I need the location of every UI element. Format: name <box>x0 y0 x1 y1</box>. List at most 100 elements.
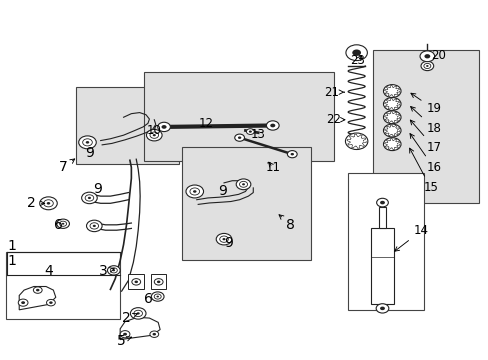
Text: 19: 19 <box>410 93 440 116</box>
Polygon shape <box>120 318 160 339</box>
Circle shape <box>107 266 120 275</box>
Circle shape <box>287 150 297 158</box>
Circle shape <box>123 333 127 336</box>
Circle shape <box>146 130 162 141</box>
Bar <box>5 252 120 319</box>
Circle shape <box>270 123 275 127</box>
Circle shape <box>425 65 428 67</box>
Text: 9: 9 <box>224 236 233 250</box>
Circle shape <box>85 195 94 201</box>
Circle shape <box>345 133 367 149</box>
Circle shape <box>376 198 387 207</box>
Text: 4: 4 <box>44 265 53 278</box>
Text: 21: 21 <box>323 86 344 99</box>
Circle shape <box>150 331 158 337</box>
Circle shape <box>152 134 156 136</box>
Circle shape <box>290 153 293 156</box>
Circle shape <box>88 197 91 199</box>
Text: 9: 9 <box>85 146 94 160</box>
Text: 5: 5 <box>117 334 131 348</box>
Circle shape <box>424 54 429 58</box>
Circle shape <box>156 296 159 297</box>
Circle shape <box>40 197 57 210</box>
Circle shape <box>423 63 430 68</box>
Text: 8: 8 <box>279 215 295 232</box>
Circle shape <box>189 188 199 195</box>
Text: 9: 9 <box>218 184 226 198</box>
Circle shape <box>82 139 92 146</box>
Circle shape <box>79 136 96 149</box>
Circle shape <box>110 268 117 273</box>
Circle shape <box>85 141 89 144</box>
Circle shape <box>134 280 138 283</box>
Circle shape <box>49 301 53 304</box>
Circle shape <box>158 122 170 132</box>
Text: 2: 2 <box>122 311 137 325</box>
Bar <box>370 228 393 304</box>
Circle shape <box>193 190 196 193</box>
Bar <box>144 72 333 161</box>
Circle shape <box>383 85 400 98</box>
Circle shape <box>383 98 400 111</box>
Circle shape <box>239 181 247 187</box>
Circle shape <box>185 185 203 198</box>
Text: 11: 11 <box>264 161 280 174</box>
Polygon shape <box>19 287 56 310</box>
Text: 14: 14 <box>394 224 427 251</box>
Circle shape <box>112 269 115 271</box>
Circle shape <box>351 49 360 56</box>
Circle shape <box>242 183 244 185</box>
Bar <box>151 274 166 289</box>
Circle shape <box>81 192 97 204</box>
Circle shape <box>136 312 140 315</box>
Circle shape <box>379 201 384 204</box>
Circle shape <box>154 279 163 285</box>
Circle shape <box>134 310 142 316</box>
Text: 10: 10 <box>146 124 162 137</box>
Circle shape <box>246 129 254 134</box>
Text: 1: 1 <box>7 254 16 268</box>
Circle shape <box>248 130 251 133</box>
Circle shape <box>383 111 400 124</box>
Circle shape <box>236 179 250 190</box>
Circle shape <box>151 292 163 301</box>
Circle shape <box>36 289 40 291</box>
Bar <box>182 147 311 260</box>
Circle shape <box>379 307 384 310</box>
Circle shape <box>93 225 96 227</box>
Circle shape <box>383 124 400 137</box>
Circle shape <box>383 138 400 150</box>
Circle shape <box>419 51 434 62</box>
Bar <box>128 274 144 289</box>
Circle shape <box>46 300 55 306</box>
Bar <box>347 173 423 310</box>
Circle shape <box>152 333 156 336</box>
Circle shape <box>60 221 66 226</box>
Circle shape <box>18 299 28 306</box>
Circle shape <box>57 219 69 228</box>
Text: 13: 13 <box>250 127 265 141</box>
Circle shape <box>21 301 25 304</box>
Circle shape <box>234 134 244 141</box>
Circle shape <box>120 330 130 338</box>
Circle shape <box>161 125 166 129</box>
Bar <box>372 50 478 203</box>
Circle shape <box>238 136 241 139</box>
Text: 20: 20 <box>430 49 445 62</box>
Bar <box>76 87 178 164</box>
Circle shape <box>43 200 53 207</box>
Circle shape <box>219 236 228 242</box>
Text: 23: 23 <box>349 54 365 67</box>
Circle shape <box>216 233 231 245</box>
Text: 15: 15 <box>409 148 437 194</box>
Circle shape <box>375 304 388 313</box>
Circle shape <box>61 223 64 225</box>
Text: 3: 3 <box>99 265 114 278</box>
Text: 16: 16 <box>409 134 440 174</box>
Circle shape <box>130 308 146 319</box>
Circle shape <box>266 121 279 130</box>
Circle shape <box>420 61 433 71</box>
Text: 6: 6 <box>143 292 152 306</box>
Circle shape <box>90 223 99 229</box>
Text: 17: 17 <box>409 120 440 153</box>
